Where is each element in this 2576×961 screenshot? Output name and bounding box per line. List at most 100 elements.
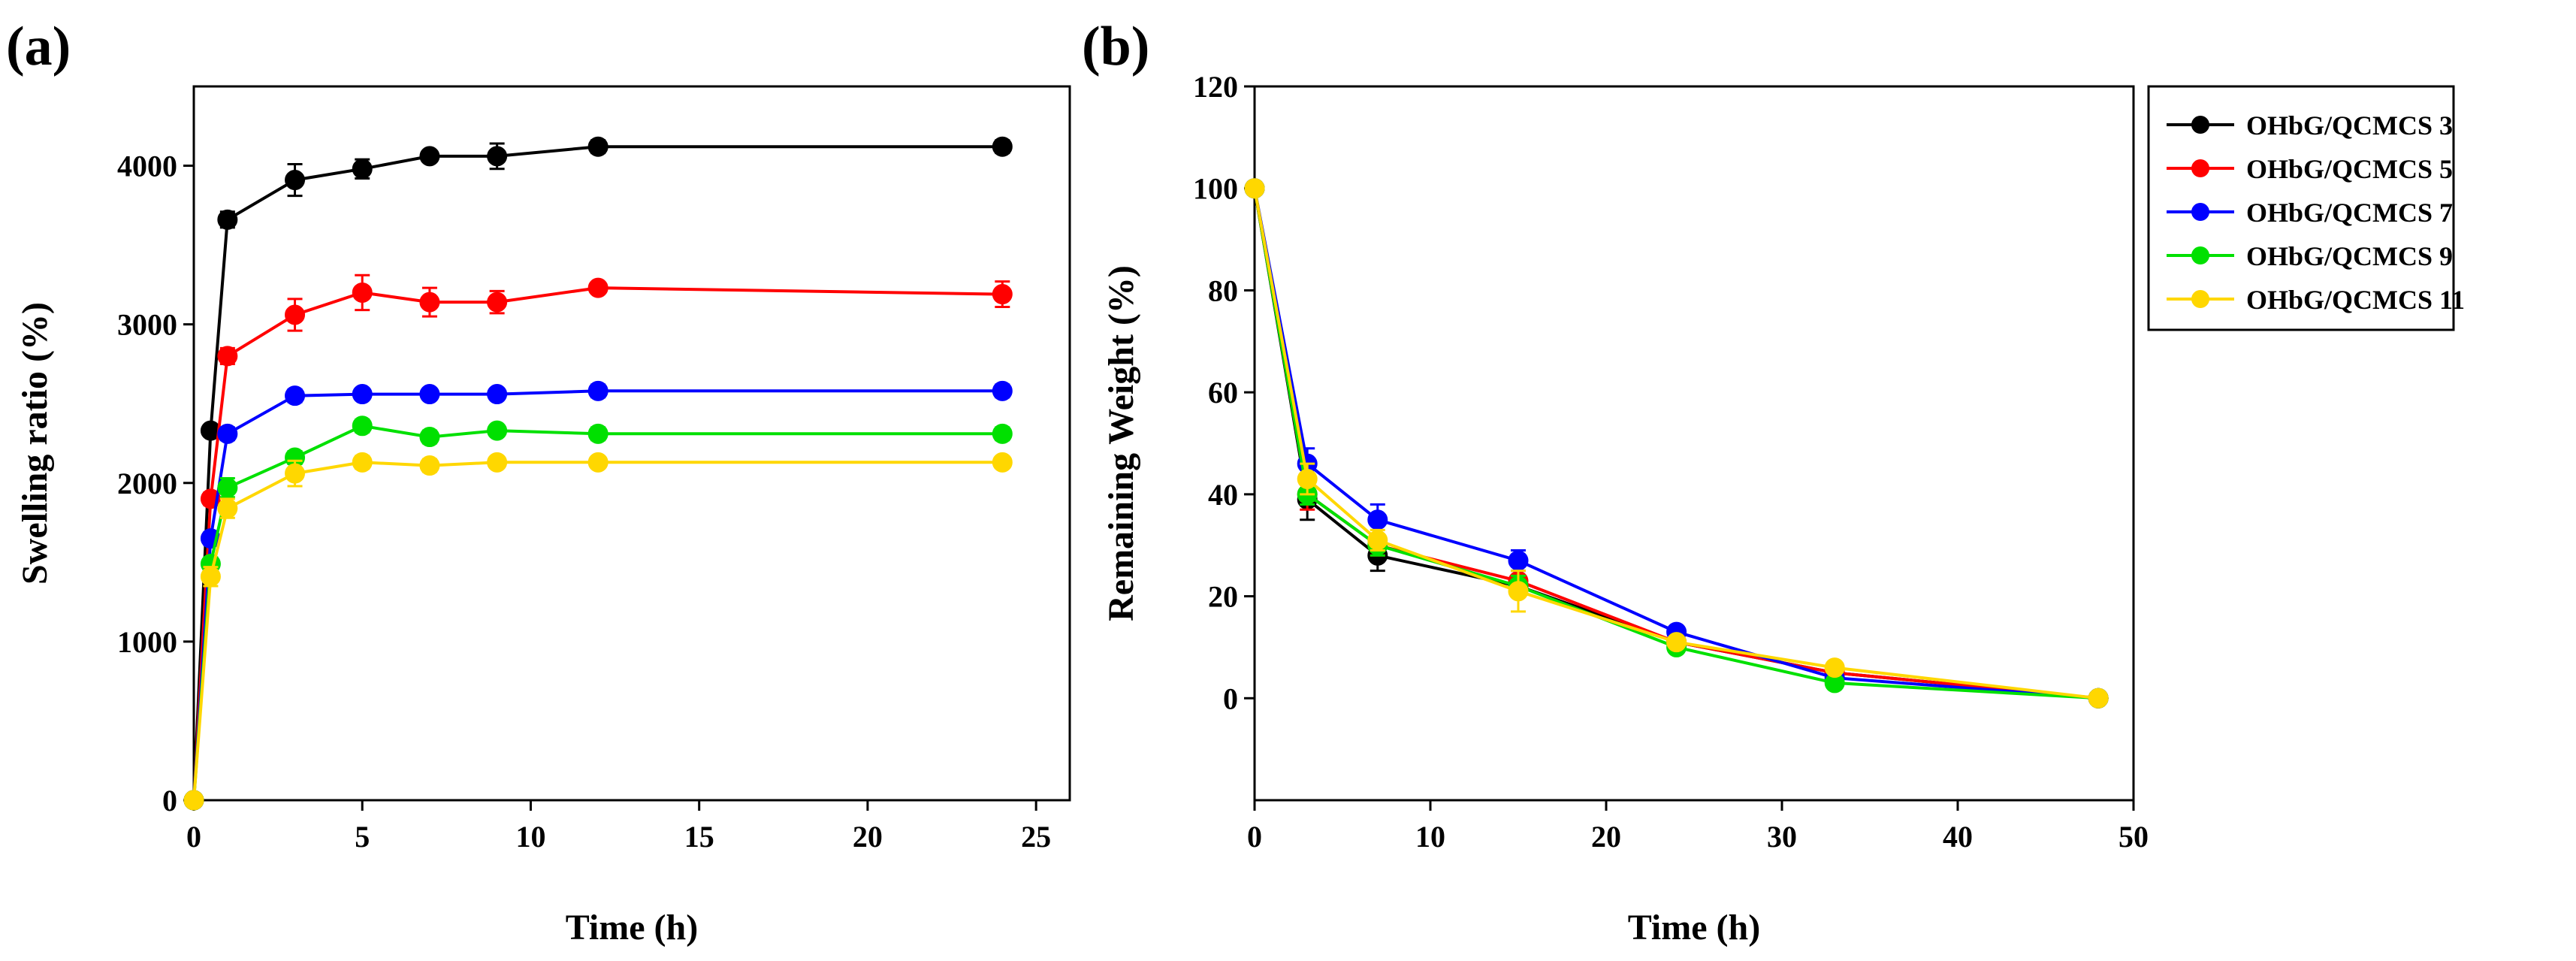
panel-b-ylabel: Remaining Weight (%)	[1101, 265, 1141, 621]
series-ohbg-qcmcs-7	[183, 380, 1013, 811]
series-line	[192, 145, 1003, 801]
series-line	[192, 286, 1003, 801]
data-point	[1666, 632, 1687, 653]
legend-label: OHbG/QCMCS 9	[2246, 241, 2453, 271]
series-ohbg-qcmcs-9	[183, 416, 1013, 811]
legend-items: OHbG/QCMCS 3 OHbG/QCMCS 5 OHbG/QCMCS 7 OHbG…	[2167, 110, 2465, 315]
data-point	[352, 452, 373, 473]
data-point	[487, 384, 508, 405]
y-tick-label: 0	[1223, 681, 1238, 715]
data-point	[285, 463, 306, 484]
data-point	[1367, 509, 1388, 530]
panel-a-data	[183, 136, 1013, 811]
data-point	[419, 427, 440, 448]
data-point	[2088, 688, 2109, 709]
x-tick-label: 10	[515, 820, 545, 854]
legend-item: OHbG/QCMCS 3	[2167, 110, 2453, 141]
data-point	[419, 146, 440, 167]
panel-b-label: (b)	[1082, 16, 1149, 77]
y-tick-label: 3000	[117, 308, 177, 342]
series-line	[1253, 188, 2099, 700]
panel-b-frame	[1253, 85, 2135, 802]
legend-label: OHbG/QCMCS 11	[2246, 285, 2465, 315]
series-line	[1253, 188, 2099, 700]
data-point	[992, 284, 1013, 305]
data-point	[487, 146, 508, 167]
data-point	[352, 159, 373, 180]
legend-item: OHbG/QCMCS 7	[2167, 198, 2453, 228]
data-point	[992, 136, 1013, 157]
data-point	[217, 423, 238, 444]
data-point	[587, 423, 609, 444]
x-tick-label: 20	[1591, 820, 1621, 854]
legend-item: OHbG/QCMCS 11	[2167, 285, 2465, 315]
data-point	[487, 420, 508, 441]
y-tick-label: 60	[1208, 376, 1238, 409]
data-point	[200, 566, 221, 587]
panel-a-swelling-chart: (a) 0 5 10 15 20 25 0 1000 2000 3000 4000 Time (h)…	[6, 16, 1071, 947]
x-tick-label: 50	[2118, 820, 2149, 854]
y-tick-label: 1000	[117, 625, 177, 659]
y-tick-label: 2000	[117, 467, 177, 500]
series-line	[1253, 188, 2099, 700]
legend-marker	[2191, 203, 2209, 221]
y-tick-label: 80	[1208, 273, 1238, 307]
data-point	[992, 380, 1013, 401]
legend-label: OHbG/QCMCS 3	[2246, 110, 2453, 141]
data-point	[1367, 530, 1388, 551]
data-point	[587, 277, 609, 298]
x-tick-label: 40	[1943, 820, 1973, 854]
series-ohbg-qcmcs-5	[183, 273, 1013, 811]
data-point	[587, 452, 609, 473]
series-ohbg-qcmcs-11	[183, 452, 1013, 811]
data-point	[419, 455, 440, 476]
data-point	[419, 292, 440, 313]
data-point	[487, 292, 508, 313]
data-point	[217, 209, 238, 230]
x-tick-label: 30	[1767, 820, 1797, 854]
data-point	[352, 282, 373, 303]
x-tick-label: 0	[1247, 820, 1262, 854]
legend-item: OHbG/QCMCS 9	[2167, 241, 2453, 271]
panel-b-ticks: 0 10 20 30 40 50 0 20 40 60 80 100 120	[1193, 70, 2149, 854]
series-ohbg-qcmcs-7	[1244, 178, 2109, 709]
data-point	[285, 385, 306, 406]
data-point	[285, 170, 306, 191]
data-point	[352, 416, 373, 437]
legend-marker	[2191, 116, 2209, 134]
data-point	[1508, 581, 1529, 602]
y-tick-label: 40	[1208, 478, 1238, 512]
series-ohbg-qcmcs-11	[1244, 178, 2109, 709]
legend-label: OHbG/QCMCS 7	[2246, 198, 2453, 228]
panel-a-label: (a)	[6, 16, 71, 77]
panel-b-data	[1244, 178, 2109, 709]
legend-label: OHbG/QCMCS 5	[2246, 154, 2453, 184]
panel-a-ticks: 0 5 10 15 20 25 0 1000 2000 3000 4000	[117, 150, 1051, 854]
y-tick-label: 100	[1193, 172, 1238, 206]
legend-item: OHbG/QCMCS 5	[2167, 154, 2453, 184]
panel-a-xlabel: Time (h)	[566, 908, 698, 947]
series-line	[1253, 188, 2099, 700]
legend-marker	[2191, 246, 2209, 264]
y-tick-label: 20	[1208, 580, 1238, 614]
x-tick-label: 5	[355, 820, 370, 854]
data-point	[285, 304, 306, 325]
panel-a-frame	[192, 85, 1071, 802]
data-point	[1824, 657, 1845, 678]
data-point	[1297, 469, 1318, 489]
data-point	[587, 136, 609, 157]
data-point	[1244, 178, 1265, 199]
series-ohbg-qcmcs-3	[183, 136, 1013, 811]
x-tick-label: 25	[1021, 820, 1051, 854]
y-tick-label: 120	[1193, 70, 1238, 104]
data-point	[217, 477, 238, 498]
legend-marker	[2191, 159, 2209, 177]
data-point	[587, 380, 609, 401]
data-point	[992, 452, 1013, 473]
series-line	[192, 424, 1003, 801]
data-point	[352, 384, 373, 405]
series-line	[1253, 188, 2099, 700]
legend-marker	[2191, 290, 2209, 308]
